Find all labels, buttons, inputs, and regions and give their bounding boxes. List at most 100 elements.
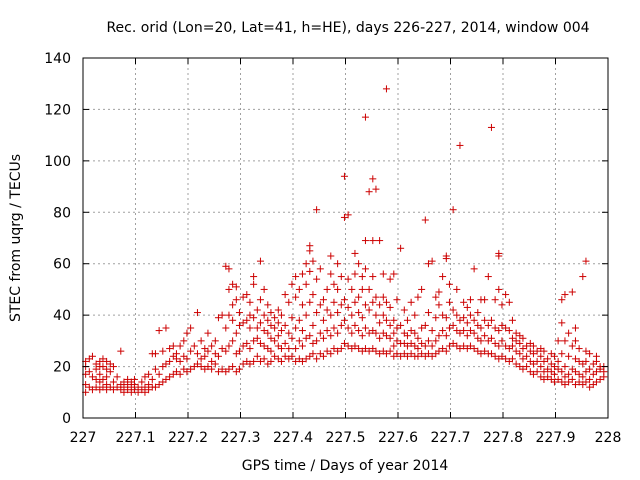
data-point [267, 334, 275, 342]
data-point [411, 329, 419, 337]
data-point [260, 342, 268, 350]
data-point [456, 316, 464, 324]
data-point [99, 355, 107, 363]
data-point [243, 339, 251, 347]
data-point [250, 280, 258, 288]
data-point [197, 355, 205, 363]
data-point [372, 185, 380, 193]
data-point [302, 311, 310, 319]
data-point [386, 334, 394, 342]
data-point [390, 342, 398, 350]
data-point [239, 293, 247, 301]
data-point [235, 321, 243, 329]
data-point [432, 314, 440, 322]
data-point [355, 345, 363, 353]
data-point [481, 296, 489, 304]
data-point [400, 306, 408, 314]
data-point [361, 324, 369, 332]
data-point [256, 319, 264, 327]
data-point [484, 273, 492, 281]
data-point [460, 314, 468, 322]
data-point [201, 352, 209, 360]
data-point [397, 321, 405, 329]
data-point [250, 337, 258, 345]
data-point [309, 257, 317, 265]
data-point [250, 314, 258, 322]
data-point [582, 368, 590, 376]
data-point [337, 301, 345, 309]
data-point [103, 365, 111, 373]
data-point [376, 301, 384, 309]
data-point [397, 244, 405, 252]
data-point [537, 352, 545, 360]
data-point [155, 327, 163, 335]
data-point [281, 352, 289, 360]
data-point [376, 334, 384, 342]
data-point [540, 357, 548, 365]
data-point [239, 360, 247, 368]
data-point [523, 363, 531, 371]
data-point [334, 329, 342, 337]
data-point [407, 298, 415, 306]
data-point [512, 360, 520, 368]
data-point [355, 260, 363, 268]
data-point [327, 270, 335, 278]
data-point [309, 339, 317, 347]
data-point [540, 375, 548, 383]
y-tick-label: 100 [44, 154, 71, 170]
data-point [428, 352, 436, 360]
data-point [376, 350, 384, 358]
data-point [442, 314, 450, 322]
data-point [575, 378, 583, 386]
data-point [529, 350, 537, 358]
data-point [386, 347, 394, 355]
data-point [435, 301, 443, 309]
data-point [288, 352, 296, 360]
data-point [456, 329, 464, 337]
data-point [540, 347, 548, 355]
data-point [337, 321, 345, 329]
data-point [445, 324, 453, 332]
data-point [369, 175, 377, 183]
data-point [319, 296, 327, 304]
data-point [267, 347, 275, 355]
data-point [463, 332, 471, 340]
data-point [348, 285, 356, 293]
data-point [103, 381, 111, 389]
y-axis-label: STEC from uqrg / TECUs [8, 154, 24, 322]
data-point [477, 337, 485, 345]
data-point [502, 324, 510, 332]
data-point [281, 291, 289, 299]
data-point [334, 260, 342, 268]
data-point [344, 342, 352, 350]
data-point [372, 293, 380, 301]
data-point [313, 355, 321, 363]
data-point [519, 365, 527, 373]
data-point [351, 270, 359, 278]
data-point [166, 345, 174, 353]
data-point [502, 291, 510, 299]
data-point [550, 352, 558, 360]
data-point [271, 337, 279, 345]
data-point [260, 311, 268, 319]
data-point [481, 332, 489, 340]
data-point [225, 342, 233, 350]
data-point [271, 324, 279, 332]
data-point [99, 383, 107, 391]
data-point [306, 298, 314, 306]
data-point [225, 311, 233, 319]
data-point [421, 342, 429, 350]
data-point [519, 355, 527, 363]
data-point [568, 288, 576, 296]
data-point [96, 370, 104, 378]
data-point [456, 345, 464, 353]
data-point [414, 293, 422, 301]
data-point [88, 373, 96, 381]
data-point [92, 383, 100, 391]
data-point [390, 270, 398, 278]
data-point [250, 273, 258, 281]
data-point [358, 314, 366, 322]
data-point [516, 339, 524, 347]
data-point [344, 211, 352, 219]
data-point [267, 309, 275, 317]
